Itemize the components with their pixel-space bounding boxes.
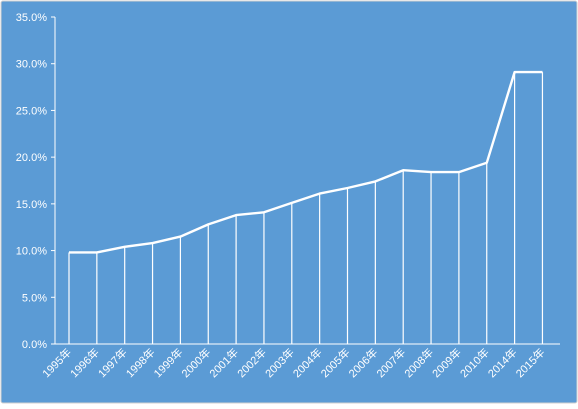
y-tick-label: 20.0%	[16, 152, 47, 164]
y-tick-label: 5.0%	[22, 292, 47, 304]
y-tick-label: 30.0%	[16, 59, 47, 71]
y-tick-label: 10.0%	[16, 246, 47, 258]
y-tick-label: 35.0%	[16, 12, 47, 24]
y-tick-label: 0.0%	[22, 339, 47, 351]
y-tick-label: 25.0%	[16, 105, 47, 117]
y-tick-label: 15.0%	[16, 199, 47, 211]
chart-background	[1, 1, 577, 403]
